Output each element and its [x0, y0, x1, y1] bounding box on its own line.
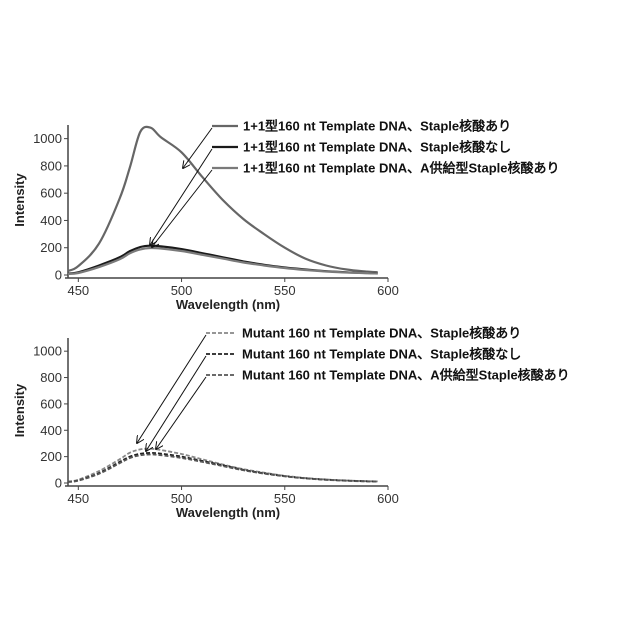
- y-tick-label: 1000: [33, 131, 62, 146]
- y-axis-title: Intensity: [12, 173, 27, 227]
- y-tick-label: 400: [40, 423, 62, 438]
- legend-label-2: 1+1型160 nt Template DNA、Staple核酸なし: [243, 140, 511, 155]
- y-tick-label: 800: [40, 158, 62, 173]
- legend-arrow-2: [146, 356, 206, 451]
- x-tick-label: 450: [67, 491, 89, 506]
- y-tick-label: 600: [40, 396, 62, 411]
- y-tick-label: 0: [55, 476, 62, 491]
- chart-panel-2: 0 200 400 600 800 1000 450 500 550 600 Wavelength …: [12, 326, 570, 521]
- legend-arrow-1: [183, 128, 212, 168]
- y-tick-label: 200: [40, 240, 62, 255]
- y-tick-label: 800: [40, 370, 62, 385]
- x-axis-title: Wavelength (nm): [176, 297, 280, 312]
- series-line-3: [68, 455, 378, 482]
- x-tick-label: 600: [377, 491, 399, 506]
- x-tick-label: 500: [171, 491, 193, 506]
- legend-label-3: 1+1型160 nt Template DNA、A供給型Staple核酸あり: [243, 161, 560, 176]
- x-tick-label: 450: [67, 283, 89, 298]
- y-tick-label: 600: [40, 186, 62, 201]
- y-tick-label: 400: [40, 213, 62, 228]
- x-tick-label: 500: [171, 283, 193, 298]
- series-line-2: [68, 453, 378, 482]
- legend-arrow-3: [152, 170, 212, 247]
- x-tick-label: 600: [377, 283, 399, 298]
- y-tick-label: 0: [55, 268, 62, 283]
- chart-panel-1: 0 200 400 600 800 1000 450 500 550 600 Wavelength …: [12, 119, 560, 313]
- y-tick-label: 200: [40, 449, 62, 464]
- x-tick-label: 550: [274, 283, 296, 298]
- x-tick-label: 550: [274, 491, 296, 506]
- legend-label-2: Mutant 160 nt Template DNA、Staple核酸なし: [242, 347, 521, 362]
- legend-label-3: Mutant 160 nt Template DNA、A供給型Staple核酸あ…: [242, 368, 570, 383]
- series-line-3: [68, 248, 378, 274]
- y-axis-title: Intensity: [12, 383, 27, 437]
- x-axis-title: Wavelength (nm): [176, 505, 280, 520]
- legend-arrow-3: [156, 377, 206, 449]
- legend-arrow-2: [150, 149, 212, 245]
- legend-label-1: 1+1型160 nt Template DNA、Staple核酸あり: [243, 119, 511, 134]
- legend-label-1: Mutant 160 nt Template DNA、Staple核酸あり: [242, 326, 521, 341]
- y-tick-label: 1000: [33, 344, 62, 359]
